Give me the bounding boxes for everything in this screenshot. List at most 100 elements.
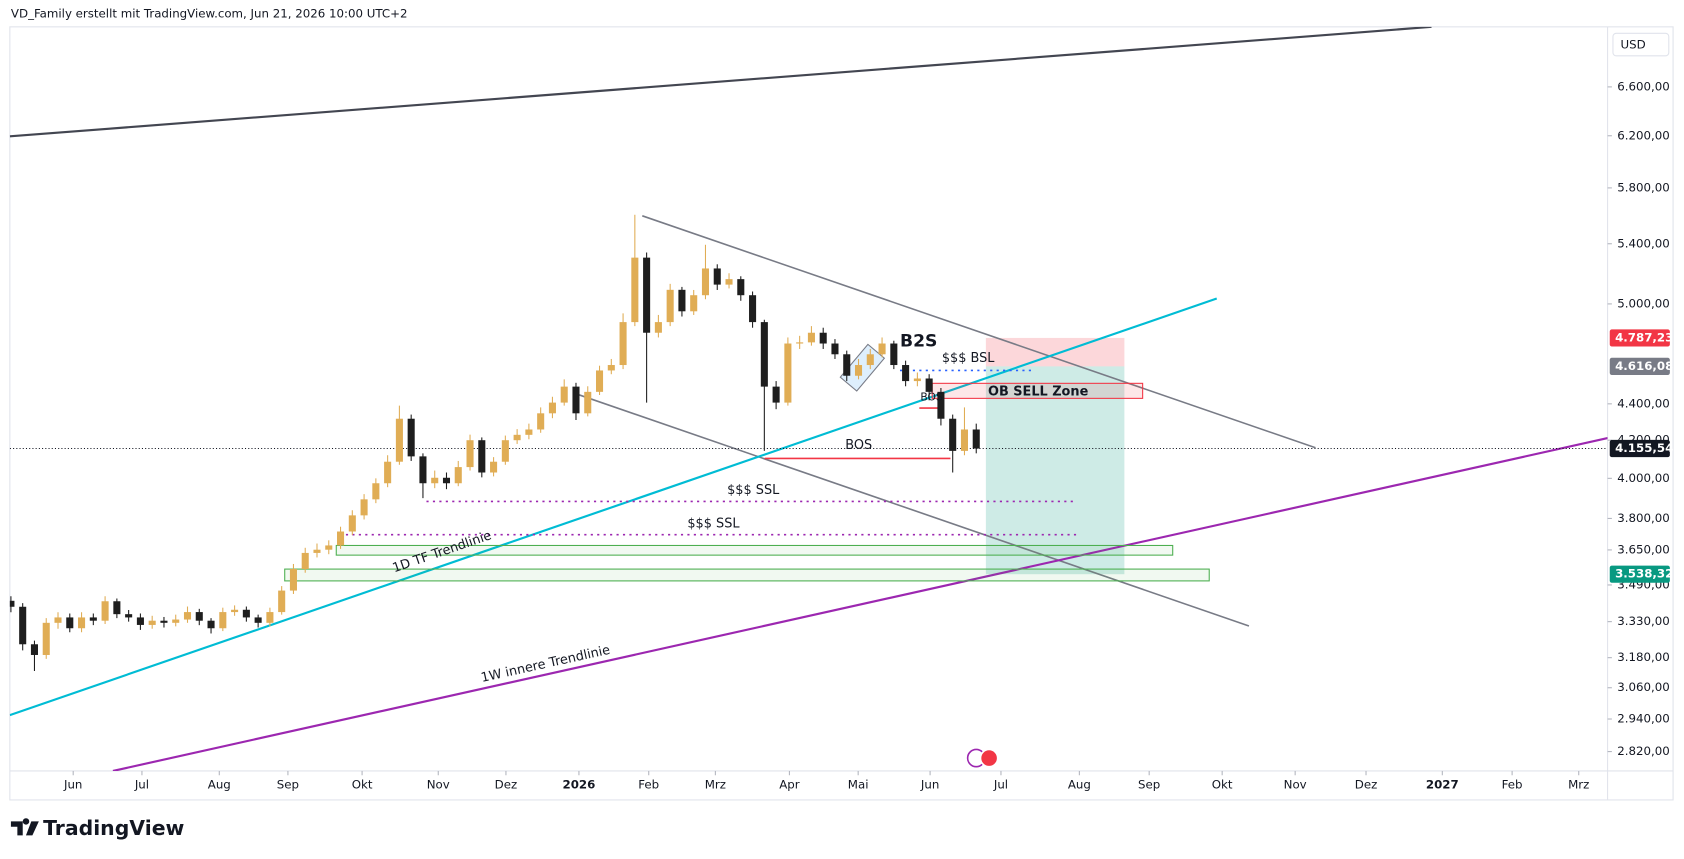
candle-body xyxy=(325,545,333,550)
candle-body xyxy=(101,601,109,621)
candle-body xyxy=(690,295,698,312)
annotation: $$$ SSL xyxy=(687,516,740,531)
candle-body xyxy=(913,378,921,382)
candle-body xyxy=(725,279,733,285)
candle-body xyxy=(760,322,768,387)
y-tick-label: 4.400,00 xyxy=(1617,396,1670,410)
candle-body xyxy=(854,365,863,376)
price-label: 3.538,32 xyxy=(1615,567,1673,581)
candle-body xyxy=(301,552,309,569)
candle-body xyxy=(337,531,345,546)
candle-body xyxy=(195,612,203,621)
candle-body xyxy=(643,257,651,333)
candle-body xyxy=(419,456,427,484)
x-tick-label: Mrz xyxy=(1568,777,1589,791)
x-tick-label: Sep xyxy=(1138,777,1160,791)
price-label-box xyxy=(1609,565,1670,583)
candle-body xyxy=(490,461,498,473)
candle-body xyxy=(866,354,874,366)
x-tick-label: Aug xyxy=(1068,777,1091,791)
trendline-1d xyxy=(9,297,1218,717)
candle-body xyxy=(749,295,757,323)
candle-body xyxy=(807,332,815,343)
y-tick-label: 2.940,00 xyxy=(1617,712,1670,726)
x-tick-label: Jul xyxy=(993,777,1008,791)
candle-body xyxy=(925,378,933,392)
x-tick-label: Mrz xyxy=(705,777,726,791)
candle-body xyxy=(125,614,133,618)
candle-body xyxy=(890,343,898,366)
price-label-box xyxy=(1609,439,1670,458)
candle-body xyxy=(819,332,827,344)
candle-body xyxy=(972,429,980,449)
candle-body xyxy=(19,606,27,645)
annotation: BOS xyxy=(920,390,943,403)
event-icon[interactable] xyxy=(979,748,999,768)
candle-body xyxy=(843,354,851,376)
candle-body xyxy=(772,386,780,403)
chart-title: VD_Family erstellt mit TradingView.com, … xyxy=(11,6,408,20)
annotation: OB SELL Zone xyxy=(988,384,1089,399)
candle-body xyxy=(737,279,745,296)
candle-body xyxy=(348,515,356,532)
x-tick-label: Feb xyxy=(638,777,659,791)
y-tick-label: 3.800,00 xyxy=(1617,511,1670,525)
frame xyxy=(9,26,1674,801)
candle-body xyxy=(595,370,604,392)
candle-body xyxy=(960,429,968,451)
x-tick-label: Jul xyxy=(134,777,149,791)
candle-body xyxy=(572,386,580,414)
y-tick-label: 6.600,00 xyxy=(1617,79,1670,93)
demand-zone xyxy=(284,568,1210,582)
candle-body xyxy=(937,391,945,419)
candle-body xyxy=(395,418,403,462)
candle-body xyxy=(442,477,451,484)
annotation: BOS xyxy=(845,438,872,453)
price-label: 4.155,54 xyxy=(1615,441,1673,455)
x-tick-label: Okt xyxy=(352,777,373,791)
y-tick-label: 6.200,00 xyxy=(1617,128,1670,142)
candle-body xyxy=(501,440,509,462)
candle-body xyxy=(231,609,239,613)
candle-body xyxy=(266,612,274,623)
annotation: $$$ SSL xyxy=(727,483,780,498)
candle-body xyxy=(654,322,662,333)
x-tick-label: 2026 xyxy=(563,777,596,791)
candle-body xyxy=(619,322,627,366)
price-label-box xyxy=(1609,329,1670,347)
candle-body xyxy=(560,386,568,403)
candle-body xyxy=(78,617,86,629)
x-tick-label: Nov xyxy=(427,777,450,791)
currency: USD xyxy=(1620,38,1645,52)
candle-body xyxy=(42,622,50,655)
candle-body xyxy=(207,620,215,629)
candle-body xyxy=(431,477,439,484)
candle-body xyxy=(136,617,144,625)
candle-body xyxy=(878,343,886,355)
price-label: 4.787,23 xyxy=(1615,330,1673,344)
candle-body xyxy=(384,461,392,484)
candle-body xyxy=(584,391,592,414)
candle-body xyxy=(278,590,286,613)
candle-body xyxy=(289,568,297,591)
x-tick-label: Jun xyxy=(920,777,939,791)
x-tick-label: Aug xyxy=(208,777,231,791)
candle-body xyxy=(183,612,192,620)
brand: TradingView xyxy=(43,816,184,840)
y-tick-label: 5.400,00 xyxy=(1617,236,1670,250)
candle-body xyxy=(454,467,462,484)
y-tick-label: 5.000,00 xyxy=(1617,296,1670,310)
candle-body xyxy=(54,617,62,623)
candle-body xyxy=(949,418,957,451)
candle-body xyxy=(784,343,792,403)
candle-body xyxy=(372,483,380,500)
candle-body xyxy=(525,429,533,435)
candle-body xyxy=(831,343,839,355)
candle-body xyxy=(678,289,686,312)
currency-box[interactable] xyxy=(1612,32,1670,57)
x-tick-label: Apr xyxy=(779,777,800,791)
x-tick-label: Feb xyxy=(1502,777,1523,791)
logo: TradingView xyxy=(10,816,185,840)
candle-body xyxy=(407,418,415,457)
